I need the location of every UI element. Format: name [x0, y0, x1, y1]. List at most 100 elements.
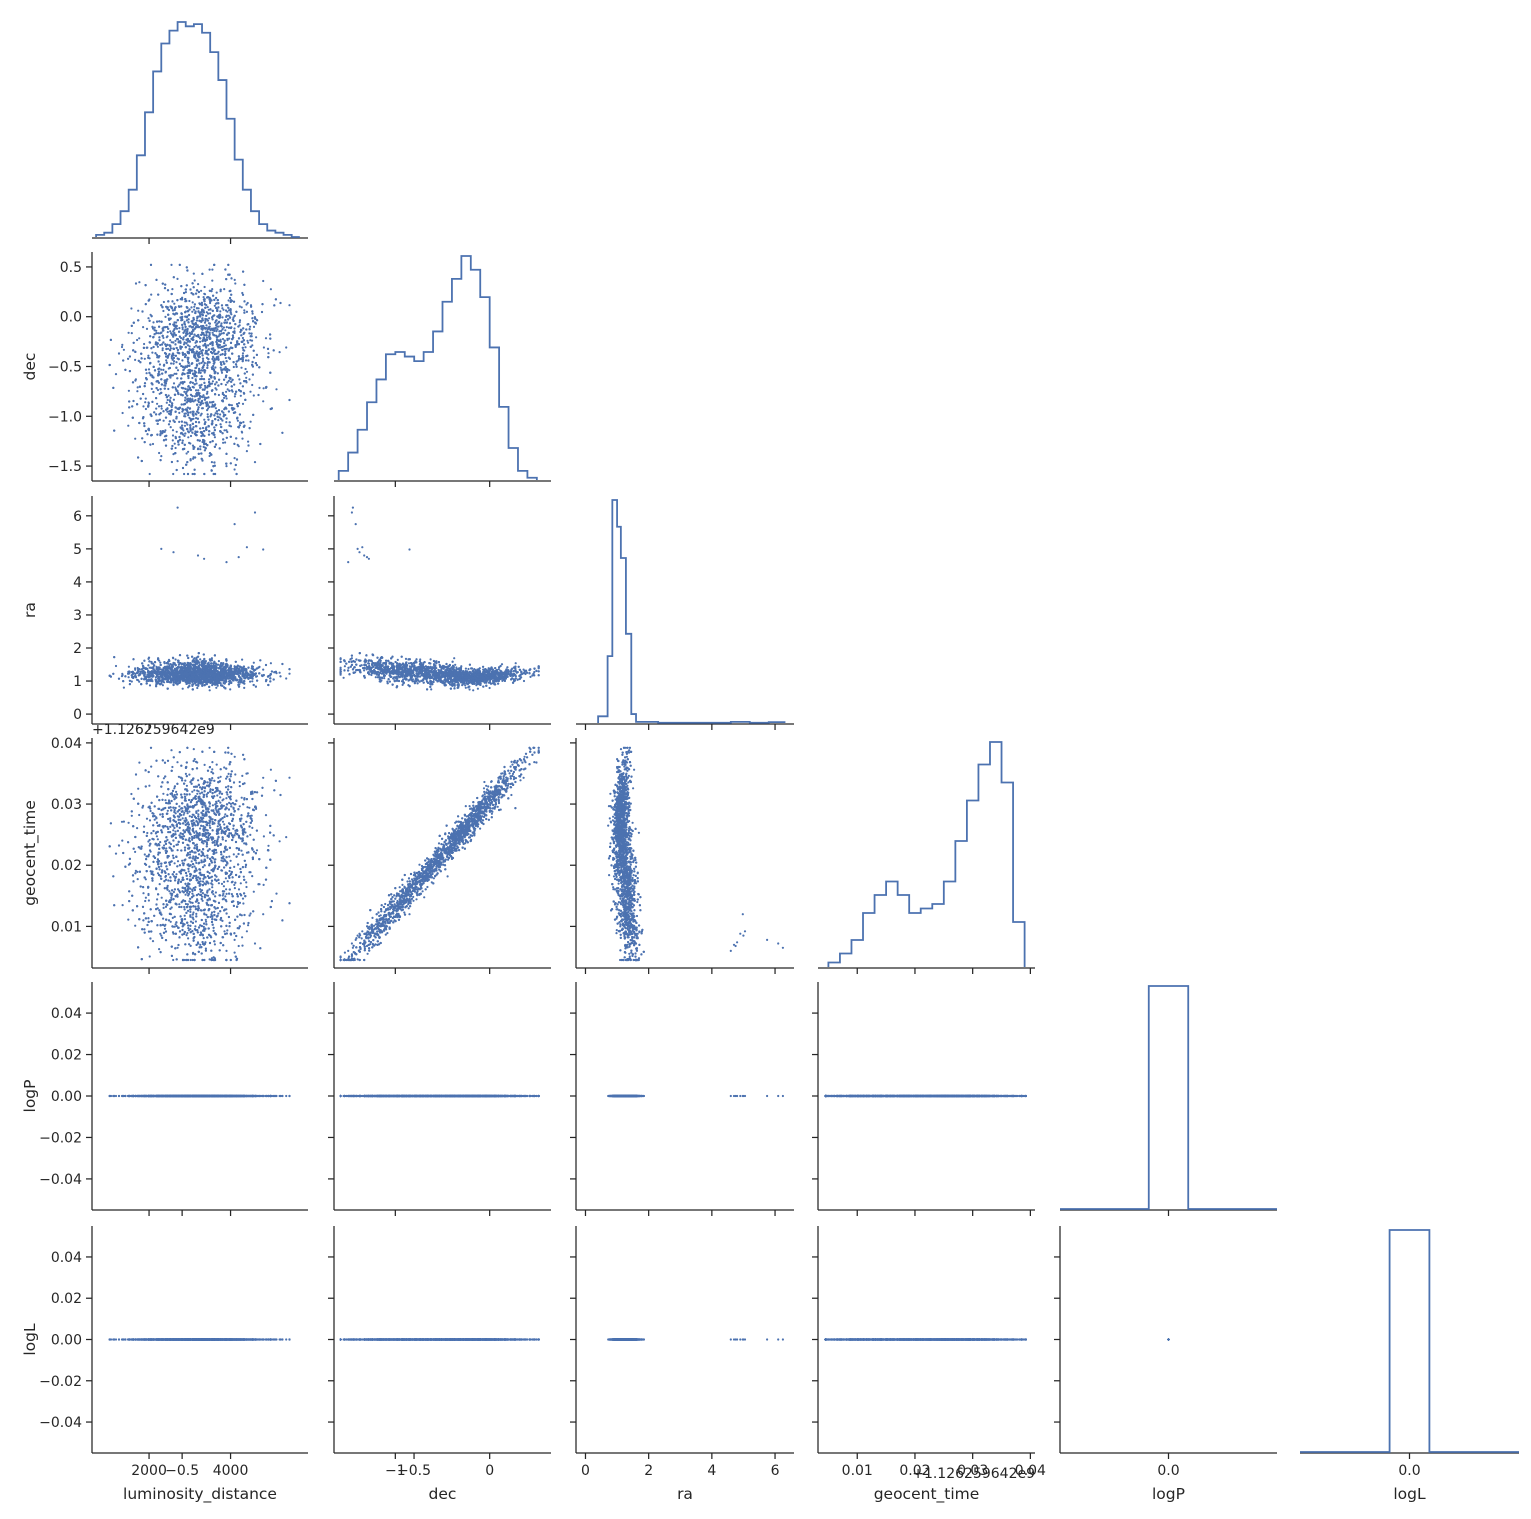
scatter-point — [152, 321, 154, 323]
scatter-point — [217, 419, 219, 421]
scatter-point — [137, 310, 139, 312]
scatter-point — [157, 346, 159, 348]
scatter-point — [211, 358, 213, 360]
scatter-point — [151, 388, 153, 390]
scatter-point — [190, 459, 192, 461]
scatter-point — [267, 348, 269, 350]
scatter-point — [170, 397, 172, 399]
scatter-point — [166, 411, 168, 413]
scatter-point — [218, 394, 220, 396]
scatter-point — [246, 340, 248, 342]
scatter-point — [220, 361, 222, 363]
scatter-point — [225, 357, 227, 359]
scatter-point — [167, 331, 169, 333]
scatter-point — [195, 380, 197, 382]
scatter-point — [252, 313, 254, 315]
scatter-point — [144, 401, 146, 403]
scatter-point — [155, 408, 157, 410]
scatter-point — [175, 437, 177, 439]
scatter-point — [187, 451, 189, 453]
scatter-point — [153, 411, 155, 413]
scatter-point — [122, 412, 124, 414]
scatter-point — [171, 445, 173, 447]
scatter-point — [152, 391, 154, 393]
scatter-point — [209, 312, 211, 314]
scatter-point — [221, 410, 223, 412]
scatter-point — [197, 310, 199, 312]
scatter-point — [204, 303, 206, 305]
scatter-point — [140, 398, 142, 400]
scatter-points — [109, 264, 291, 475]
scatter-point — [221, 316, 223, 318]
scatter-point — [249, 391, 251, 393]
scatter-point — [171, 300, 173, 302]
scatter-point — [234, 395, 236, 397]
scatter-point — [167, 289, 169, 291]
scatter-point — [200, 435, 202, 437]
scatter-point — [215, 324, 217, 326]
scatter-point — [189, 382, 191, 384]
scatter-point — [263, 346, 265, 348]
scatter-point — [218, 326, 220, 328]
scatter-point — [137, 386, 139, 388]
scatter-point — [202, 402, 204, 404]
scatter-point — [209, 332, 211, 334]
scatter-point — [199, 348, 201, 350]
scatter-point — [238, 426, 240, 428]
scatter-point — [148, 368, 150, 370]
scatter-point — [203, 419, 205, 421]
scatter-point — [242, 355, 244, 357]
y-tick-label: −0.5 — [48, 360, 82, 376]
scatter-point — [239, 305, 241, 307]
scatter-point — [148, 372, 150, 374]
scatter-point — [232, 334, 234, 336]
scatter-point — [139, 361, 141, 363]
scatter-point — [211, 352, 213, 354]
scatter-point — [157, 389, 159, 391]
scatter-point — [162, 369, 164, 371]
scatter-point — [168, 375, 170, 377]
scatter-point — [172, 341, 174, 343]
scatter-point — [197, 283, 199, 285]
scatter-point — [193, 273, 195, 275]
scatter-point — [178, 327, 180, 329]
scatter-point — [189, 407, 191, 409]
scatter-point — [159, 363, 161, 365]
scatter-point — [190, 435, 192, 437]
scatter-point — [265, 337, 267, 339]
scatter-point — [238, 378, 240, 380]
scatter-point — [158, 452, 160, 454]
scatter-point — [239, 424, 241, 426]
scatter-point — [204, 371, 206, 373]
scatter-point — [131, 332, 133, 334]
scatter-point — [163, 420, 165, 422]
scatter-point — [188, 417, 190, 419]
scatter-point — [200, 386, 202, 388]
scatter-point — [225, 391, 227, 393]
scatter-point — [229, 297, 231, 299]
scatter-point — [209, 269, 211, 271]
scatter-point — [209, 441, 211, 443]
scatter-point — [186, 357, 188, 359]
scatter-point — [148, 402, 150, 404]
scatter-point — [134, 438, 136, 440]
scatter-point — [223, 394, 225, 396]
scatter-point — [230, 312, 232, 314]
panel-dec-vs-luminosity_distance: 0.50.0−0.5−1.0−1.5 — [48, 252, 308, 487]
scatter-point — [252, 414, 254, 416]
scatter-point — [228, 332, 230, 334]
scatter-point — [147, 355, 149, 357]
scatter-point — [245, 303, 247, 305]
scatter-point — [188, 300, 190, 302]
scatter-point — [247, 441, 249, 443]
scatter-point — [165, 353, 167, 355]
y-tick-label: −1.0 — [48, 409, 82, 425]
scatter-point — [189, 335, 191, 337]
scatter-point — [179, 363, 181, 365]
scatter-point — [228, 380, 230, 382]
scatter-point — [239, 382, 241, 384]
scatter-point — [253, 357, 255, 359]
scatter-point — [222, 432, 224, 434]
scatter-point — [243, 350, 245, 352]
scatter-point — [207, 413, 209, 415]
